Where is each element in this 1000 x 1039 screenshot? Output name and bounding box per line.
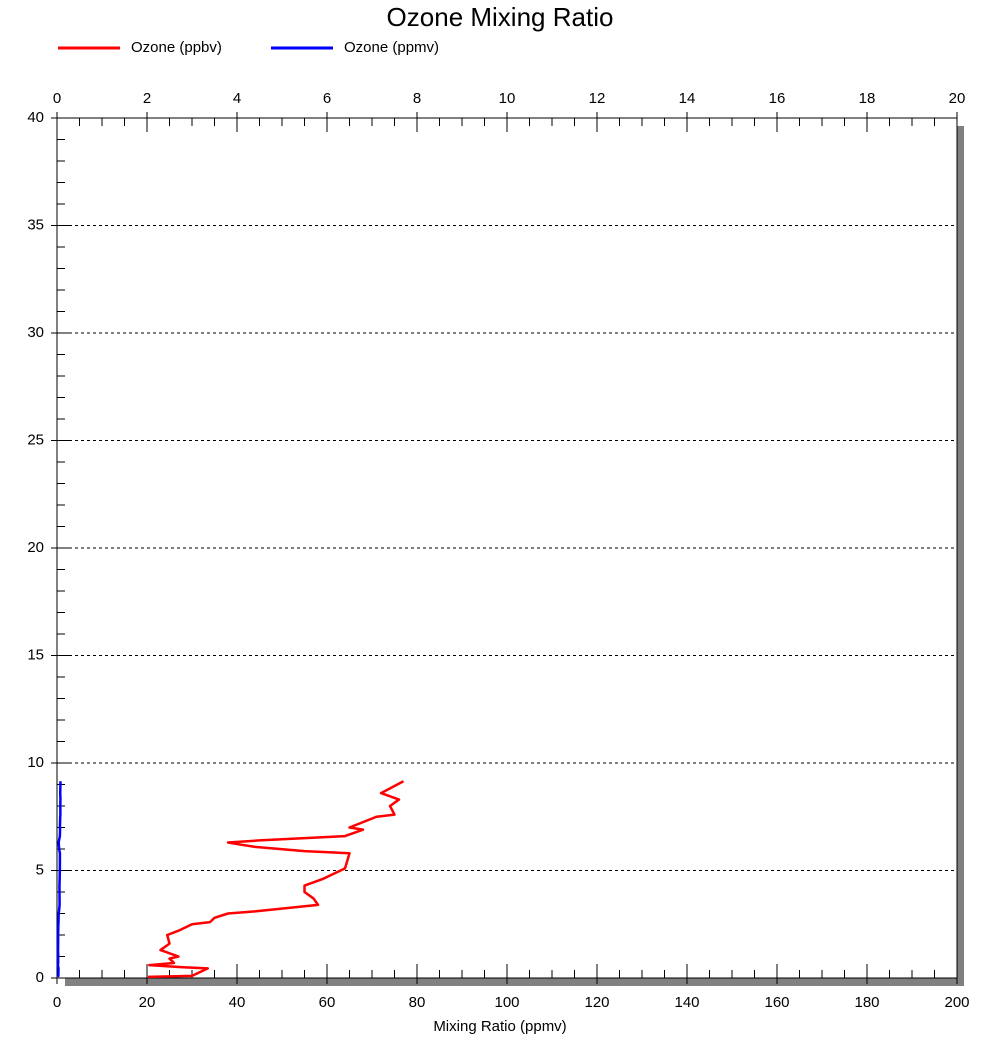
y-tick-label: 0 [36,969,44,986]
x2-tick-label: 20 [949,90,966,107]
x2-tick-label: 0 [53,90,61,107]
x2-tick-label: 10 [499,90,516,107]
x2-tick-label: 2 [143,90,151,107]
x-tick-label: 20 [139,994,156,1011]
x2-tick-label: 4 [233,90,241,107]
legend-label: Ozone (ppbv) [131,39,222,56]
y-tick-label: 25 [27,431,44,448]
data-line [56,781,62,978]
x2-tick-label: 14 [679,90,696,107]
x2-tick-label: 8 [413,90,421,107]
chart-title: Ozone Mixing Ratio [387,2,614,32]
x2-tick-label: 12 [589,90,606,107]
x2-tick-label: 16 [769,90,786,107]
x-tick-label: 100 [494,994,519,1011]
y-tick-label: 20 [27,539,44,556]
y-tick-label: 10 [27,754,44,771]
x-tick-label: 140 [674,994,699,1011]
data-line [147,780,405,979]
x-tick-label: 180 [854,994,879,1011]
y-tick-label: 30 [27,324,44,341]
x2-tick-label: 18 [859,90,876,107]
x-axis-label: Mixing Ratio (ppmv) [433,1018,566,1035]
x-tick-label: 160 [764,994,789,1011]
frame-shadow [957,126,964,986]
x-tick-label: 0 [53,994,61,1011]
frame-shadow [65,978,964,986]
x2-tick-label: 6 [323,90,331,107]
y-tick-label: 40 [27,109,44,126]
x-tick-label: 120 [584,994,609,1011]
x-tick-label: 60 [319,994,336,1011]
legend-label: Ozone (ppmv) [344,39,439,56]
x-tick-label: 80 [409,994,426,1011]
y-tick-label: 15 [27,646,44,663]
x-tick-label: 40 [229,994,246,1011]
y-tick-label: 35 [27,216,44,233]
x-tick-label: 200 [944,994,969,1011]
y-tick-label: 5 [36,861,44,878]
